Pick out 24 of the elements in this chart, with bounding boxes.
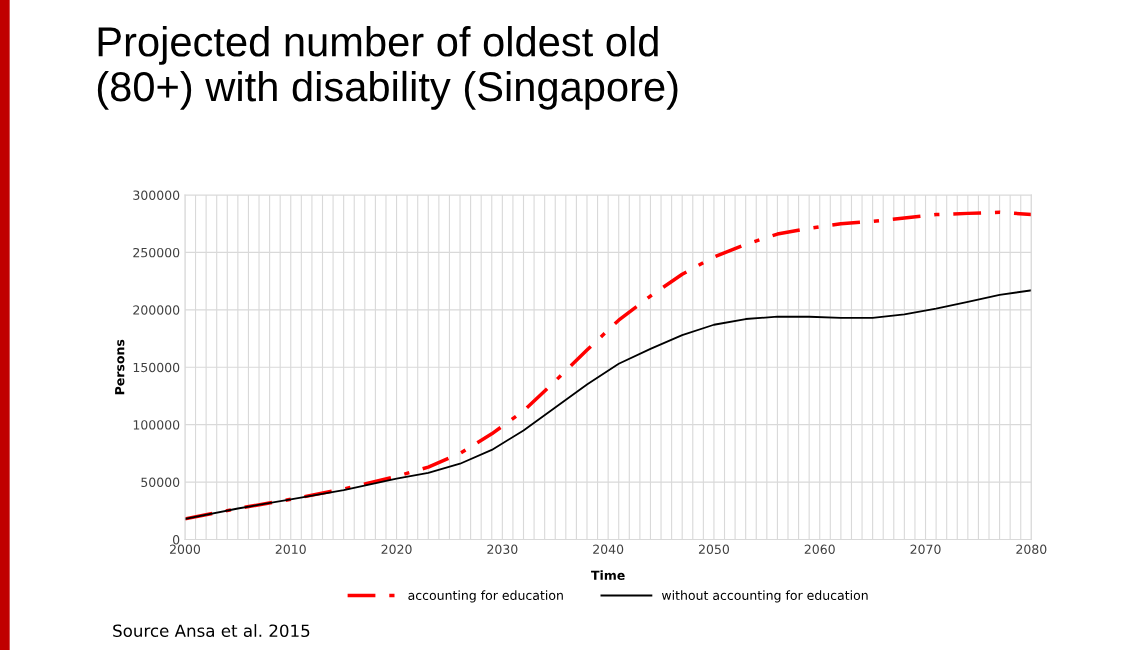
chart-title: Projected number of oldest old (80+) with disability (Singapore)	[97, 26, 678, 110]
legend-label: without accounting for education	[661, 590, 868, 603]
x-tick-label: 2010	[275, 544, 306, 555]
x-tick-label: 2070	[910, 544, 941, 555]
x-tick-label: 2020	[381, 544, 412, 555]
x-tick-label: 2050	[698, 544, 730, 555]
y-tick-label: 50000	[141, 477, 180, 488]
x-tick-label: 2040	[593, 544, 624, 555]
x-tick-label: 2000	[169, 544, 201, 555]
y-tick-label: 200000	[133, 305, 180, 315]
y-tick-label: 100000	[133, 420, 180, 430]
x-axis-title: Time	[591, 570, 625, 581]
y-tick-label: 150000	[133, 362, 180, 373]
y-tick-label: 300000	[133, 190, 180, 200]
x-tick-label: 2060	[804, 544, 835, 555]
x-tick-label: 2030	[487, 544, 518, 555]
x-tick-label: 2080	[1016, 544, 1047, 555]
y-tick-label: 0	[172, 534, 180, 545]
legend-label: accounting for education	[408, 590, 563, 603]
line-series	[184, 289, 1032, 520]
y-axis-title: Persons	[115, 339, 125, 395]
line-series	[184, 210, 1032, 521]
source-note: Source Ansa et al. 2015	[113, 624, 310, 638]
y-tick-label: 250000	[133, 247, 180, 258]
